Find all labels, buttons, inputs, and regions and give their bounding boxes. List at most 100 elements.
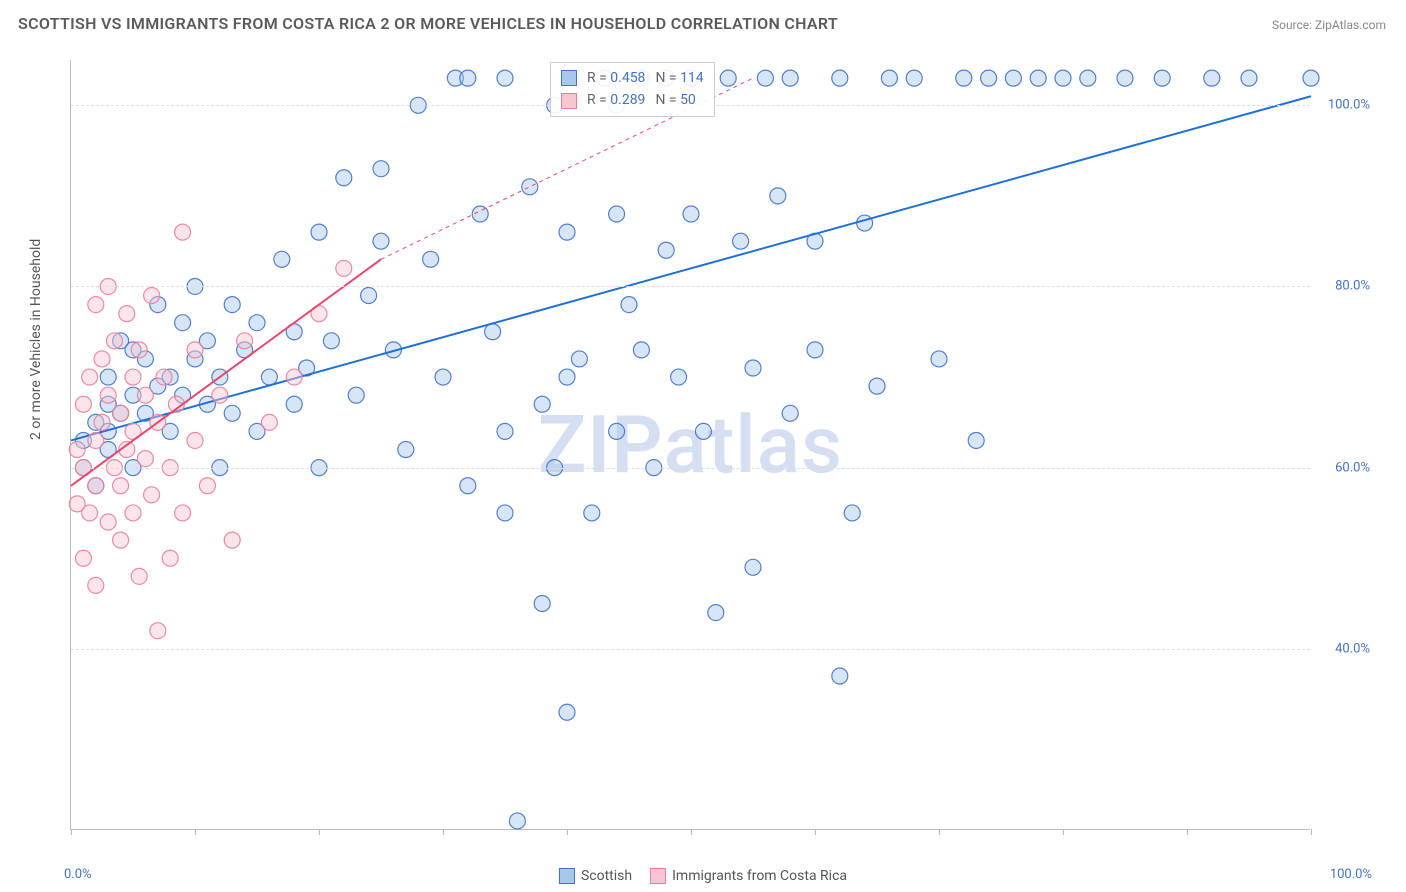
data-point [559,224,575,240]
y-tick-label: 100.0% [1328,98,1370,113]
data-point [69,442,85,458]
data-point [1241,70,1257,86]
gridline [71,468,1310,469]
data-point [361,288,377,304]
data-point [336,260,352,276]
stat-r-label: R = 0.458 [587,67,645,89]
data-point [144,288,160,304]
plot-area: ZIPatlas 40.0%60.0%80.0%100.0% [70,60,1310,830]
data-point [931,351,947,367]
data-point [373,161,389,177]
data-point [844,505,860,521]
data-point [261,414,277,430]
data-point [125,505,141,521]
data-point [1154,70,1170,86]
x-tick [71,829,72,835]
data-point [1005,70,1021,86]
legend-item: Scottish [559,868,632,884]
data-point [336,170,352,186]
data-point [1055,70,1071,86]
data-point [199,478,215,494]
trend-line [71,259,381,485]
data-point [156,369,172,385]
data-point [113,478,129,494]
x-tick [691,829,692,835]
y-tick-label: 40.0% [1335,641,1370,656]
data-point [162,550,178,566]
data-point [857,215,873,231]
data-point [175,505,191,521]
data-point [509,813,525,829]
data-point [88,297,104,313]
data-point [497,70,513,86]
data-point [286,396,302,412]
data-point [881,70,897,86]
data-point [968,432,984,448]
data-point [94,414,110,430]
data-point [100,514,116,530]
data-point [708,605,724,621]
data-point [1117,70,1133,86]
data-point [88,478,104,494]
data-point [832,668,848,684]
data-point [150,623,166,639]
data-point [131,568,147,584]
data-point [782,70,798,86]
stat-r-label: R = 0.289 [587,89,645,111]
data-point [745,559,761,575]
data-point [671,369,687,385]
stat-n-label: N = 50 [655,89,695,111]
data-point [212,387,228,403]
data-point [906,70,922,86]
data-point [274,251,290,267]
y-tick-label: 60.0% [1335,460,1370,475]
data-point [323,333,339,349]
data-point [609,423,625,439]
data-point [1303,70,1319,86]
data-point [472,206,488,222]
data-point [224,297,240,313]
data-point [757,70,773,86]
data-point [187,342,203,358]
series-swatch [561,70,577,86]
data-point [106,333,122,349]
legend-item: Immigrants from Costa Rica [650,868,847,884]
data-point [559,369,575,385]
data-point [348,387,364,403]
data-point [782,405,798,421]
data-point [119,306,135,322]
data-point [82,505,98,521]
x-tick [567,829,568,835]
data-point [869,378,885,394]
data-point [373,233,389,249]
y-tick-label: 80.0% [1335,279,1370,294]
data-point [137,451,153,467]
data-point [633,342,649,358]
data-point [398,442,414,458]
data-point [559,704,575,720]
x-tick [195,829,196,835]
trend-line [71,96,1311,440]
data-point [981,70,997,86]
data-point [658,242,674,258]
data-point [733,233,749,249]
data-point [745,360,761,376]
x-tick [1311,829,1312,835]
legend-swatch [559,868,575,884]
chart-title: SCOTTISH VS IMMIGRANTS FROM COSTA RICA 2… [18,14,838,33]
data-point [237,333,253,349]
data-point [720,70,736,86]
data-point [224,532,240,548]
scatter-svg [71,60,1310,829]
data-point [435,369,451,385]
data-point [175,224,191,240]
data-point [832,70,848,86]
data-point [497,423,513,439]
data-point [485,324,501,340]
data-point [75,550,91,566]
x-axis-max-label: 100.0% [1330,867,1372,882]
data-point [522,179,538,195]
x-tick [1063,829,1064,835]
x-tick [815,829,816,835]
series-swatch [561,93,577,109]
